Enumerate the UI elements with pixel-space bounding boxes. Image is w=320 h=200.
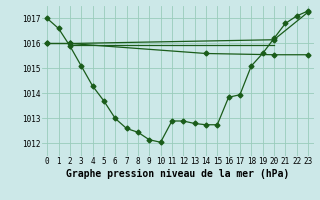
X-axis label: Graphe pression niveau de la mer (hPa): Graphe pression niveau de la mer (hPa) — [66, 169, 289, 179]
